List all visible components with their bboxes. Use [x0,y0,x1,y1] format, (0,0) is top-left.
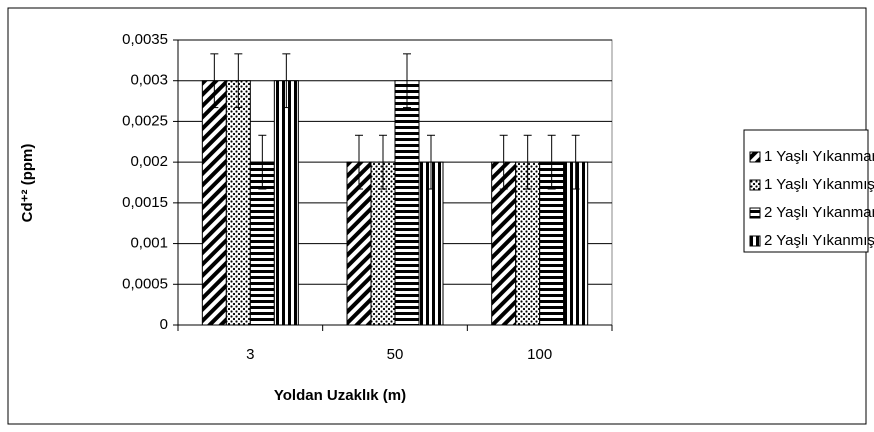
y-tick-label: 0,0025 [122,112,168,129]
error-bar [282,53,291,109]
bar [201,80,227,326]
error-bar [523,134,532,190]
legend-label: 2 Yaşlı Yıkanmış [764,232,874,249]
error-bar [258,134,267,190]
legend-swatch [749,235,761,247]
legend-box [743,129,869,253]
bar [394,80,420,326]
error-bar [547,134,556,190]
error-bar [210,53,219,109]
y-tick-label: 0 [160,316,168,333]
x-tick-label: 3 [246,346,254,363]
legend-label: 1 Yaşlı Yıkanmamış [764,148,874,165]
y-tick-label: 0,001 [130,235,168,252]
error-bar [355,134,363,190]
legend-swatch [749,207,761,219]
error-bar [403,53,411,109]
y-tick-label: 0,0015 [122,194,168,211]
y-tick-label: 0,002 [130,153,168,170]
legend-label: 1 Yaşlı Yıkanmış [764,176,874,193]
y-axis-label: Cd⁺² (ppm) [19,144,36,223]
bar [273,80,299,326]
x-tick-label: 50 [387,346,404,363]
error-bar [234,53,243,109]
bar [225,80,251,326]
legend-label: 2 Yaşlı Yıkanmamış [764,204,874,221]
error-bar [499,134,508,190]
x-tick-label: 100 [527,346,552,363]
y-tick-label: 0,003 [130,72,168,89]
x-axis-label: Yoldan Uzaklık (m) [274,387,406,404]
error-bar [379,134,387,190]
legend-swatch [749,179,761,191]
y-tick-label: 0,0005 [122,275,168,292]
error-bar [571,134,580,190]
y-tick-label: 0,0035 [122,31,168,48]
error-bar [427,134,435,190]
legend-swatch [749,151,761,163]
